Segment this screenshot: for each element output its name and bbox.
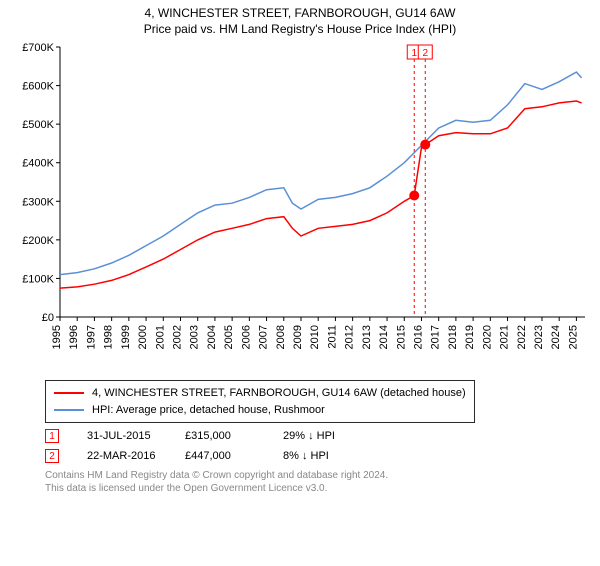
svg-text:2017: 2017: [430, 325, 442, 349]
svg-text:2005: 2005: [223, 325, 235, 349]
svg-text:2002: 2002: [171, 325, 183, 349]
sales-table: 1 31-JUL-2015 £315,000 29% ↓ HPI 2 22-MA…: [45, 429, 570, 463]
svg-text:2009: 2009: [292, 325, 304, 349]
svg-text:2011: 2011: [326, 325, 338, 349]
svg-text:£200K: £200K: [22, 235, 54, 247]
svg-text:1: 1: [411, 48, 417, 59]
svg-text:2003: 2003: [189, 325, 201, 349]
sale-marker-2: 2: [45, 449, 59, 463]
sale-change-2: 8% ↓ HPI: [283, 450, 353, 462]
legend: 4, WINCHESTER STREET, FARNBOROUGH, GU14 …: [45, 380, 475, 423]
svg-text:2000: 2000: [137, 325, 149, 349]
svg-text:£0: £0: [42, 312, 54, 324]
footer-attribution: Contains HM Land Registry data © Crown c…: [45, 469, 570, 495]
svg-text:£400K: £400K: [22, 158, 54, 170]
svg-text:£700K: £700K: [22, 42, 54, 54]
svg-text:2015: 2015: [395, 325, 407, 349]
svg-text:2019: 2019: [464, 325, 476, 349]
svg-text:2025: 2025: [567, 325, 579, 349]
sale-change-1: 29% ↓ HPI: [283, 430, 353, 442]
legend-swatch-hpi: [54, 409, 84, 411]
svg-text:2013: 2013: [361, 325, 373, 349]
svg-text:1996: 1996: [68, 325, 80, 349]
svg-text:2024: 2024: [550, 325, 562, 349]
svg-text:2008: 2008: [275, 325, 287, 349]
svg-text:2018: 2018: [447, 325, 459, 349]
svg-text:£100K: £100K: [22, 273, 54, 285]
chart-plot-area: £0 £100K £200K £300K £400K £500K £600K £700K 199…: [10, 42, 590, 372]
footer-line-2: This data is licensed under the Open Gov…: [45, 482, 570, 495]
sale-row-1: 1 31-JUL-2015 £315,000 29% ↓ HPI: [45, 429, 570, 443]
legend-swatch-property: [54, 392, 84, 394]
svg-text:2001: 2001: [154, 325, 166, 349]
chart-title: 4, WINCHESTER STREET, FARNBOROUGH, GU14 …: [0, 6, 600, 20]
svg-text:2004: 2004: [206, 325, 218, 349]
svg-text:2014: 2014: [378, 325, 390, 349]
chart-container: 4, WINCHESTER STREET, FARNBOROUGH, GU14 …: [0, 6, 600, 566]
sale-price-1: £315,000: [185, 430, 255, 442]
svg-text:2022: 2022: [516, 325, 528, 349]
footer-line-1: Contains HM Land Registry data © Crown c…: [45, 469, 570, 482]
svg-text:2020: 2020: [481, 325, 493, 349]
svg-text:2016: 2016: [412, 325, 424, 349]
chart-subtitle: Price paid vs. HM Land Registry's House …: [0, 22, 600, 36]
svg-text:2010: 2010: [309, 325, 321, 349]
line-chart-svg: £0 £100K £200K £300K £400K £500K £600K £700K 199…: [10, 42, 590, 372]
svg-text:2007: 2007: [258, 325, 270, 349]
svg-text:£600K: £600K: [22, 81, 54, 93]
sale-row-2: 2 22-MAR-2016 £447,000 8% ↓ HPI: [45, 449, 570, 463]
svg-text:2023: 2023: [533, 325, 545, 349]
sale-date-1: 31-JUL-2015: [87, 430, 157, 442]
svg-text:£500K: £500K: [22, 119, 54, 131]
legend-label-property: 4, WINCHESTER STREET, FARNBOROUGH, GU14 …: [92, 385, 466, 402]
svg-text:2: 2: [422, 48, 428, 59]
legend-item-property: 4, WINCHESTER STREET, FARNBOROUGH, GU14 …: [54, 385, 466, 402]
svg-text:£300K: £300K: [22, 196, 54, 208]
svg-text:1998: 1998: [103, 325, 115, 349]
svg-text:2012: 2012: [344, 325, 356, 349]
svg-text:1999: 1999: [120, 325, 132, 349]
sale-price-2: £447,000: [185, 450, 255, 462]
svg-text:2006: 2006: [240, 325, 252, 349]
svg-text:2021: 2021: [499, 325, 511, 349]
svg-text:1995: 1995: [51, 325, 63, 349]
sale-date-2: 22-MAR-2016: [87, 450, 157, 462]
legend-item-hpi: HPI: Average price, detached house, Rush…: [54, 402, 466, 419]
sale-marker-1: 1: [45, 429, 59, 443]
legend-label-hpi: HPI: Average price, detached house, Rush…: [92, 402, 325, 419]
svg-text:1997: 1997: [85, 325, 97, 349]
